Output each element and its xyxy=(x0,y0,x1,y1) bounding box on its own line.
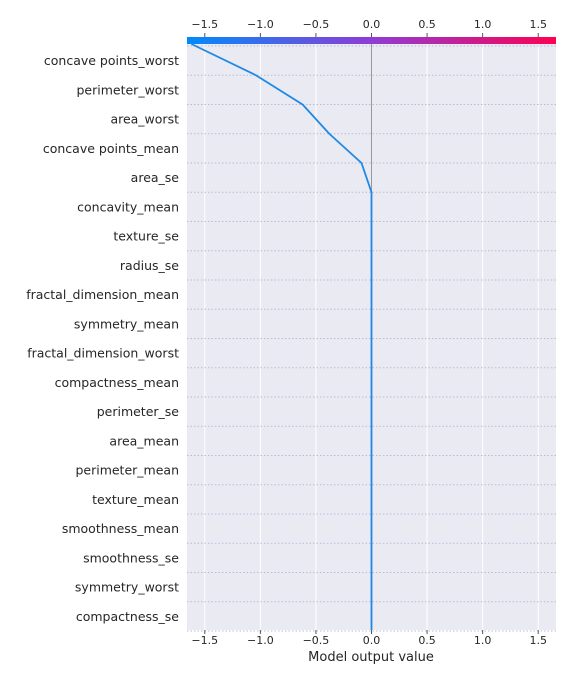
bottom-tick-label: −0.5 xyxy=(303,634,330,647)
bottom-tick-label: −1.0 xyxy=(247,634,274,647)
feature-label: radius_se xyxy=(120,258,179,273)
bottom-axis: −1.5 −1.0 −0.5 0.0 0.5 1.0 1.5 xyxy=(191,630,547,647)
top-tick-label: 1.0 xyxy=(474,18,492,31)
x-axis-label: Model output value xyxy=(308,650,434,665)
feature-label: concavity_mean xyxy=(77,199,179,214)
feature-label: fractal_dimension_mean xyxy=(26,287,179,302)
feature-label: concave points_worst xyxy=(44,53,179,68)
top-axis: −1.5 −1.0 −0.5 0.0 0.5 1.0 1.5 xyxy=(191,18,547,37)
feature-label: compactness_mean xyxy=(55,375,179,390)
top-tick-label: −1.5 xyxy=(191,18,218,31)
bottom-tick-label: 1.0 xyxy=(474,634,492,647)
feature-label: fractal_dimension_worst xyxy=(27,346,179,361)
bottom-tick-label: 1.5 xyxy=(529,634,547,647)
colorbar xyxy=(187,37,556,44)
feature-label: texture_mean xyxy=(92,492,179,507)
bottom-tick-label: −1.5 xyxy=(191,634,218,647)
top-tick-label: 0.5 xyxy=(418,18,436,31)
feature-label: perimeter_mean xyxy=(75,463,179,478)
feature-label: symmetry_mean xyxy=(74,316,179,331)
feature-label: perimeter_worst xyxy=(76,82,179,97)
feature-label: texture_se xyxy=(113,229,179,244)
decision-lines xyxy=(191,43,373,630)
top-tick-label: 0.0 xyxy=(363,18,381,31)
top-tick-label: −1.0 xyxy=(247,18,274,31)
feature-label: area_mean xyxy=(109,433,179,448)
top-tick-label: 1.5 xyxy=(529,18,547,31)
grid xyxy=(187,44,556,632)
feature-label: perimeter_se xyxy=(97,404,180,419)
feature-label: smoothness_mean xyxy=(62,521,179,536)
bottom-tick-label: 0.0 xyxy=(363,634,381,647)
decision-path-line xyxy=(191,43,373,630)
feature-label: area_worst xyxy=(110,112,179,127)
feature-label: symmetry_worst xyxy=(75,580,179,595)
feature-label: smoothness_se xyxy=(83,550,179,565)
feature-label: concave points_mean xyxy=(43,141,179,156)
feature-labels: concave points_worst perimeter_worst area_… xyxy=(26,53,179,624)
feature-label: compactness_se xyxy=(76,609,179,624)
bottom-tick-label: 0.5 xyxy=(418,634,436,647)
top-tick-label: −0.5 xyxy=(303,18,330,31)
colorbar-gradient xyxy=(187,37,556,44)
feature-label: area_se xyxy=(131,170,180,185)
